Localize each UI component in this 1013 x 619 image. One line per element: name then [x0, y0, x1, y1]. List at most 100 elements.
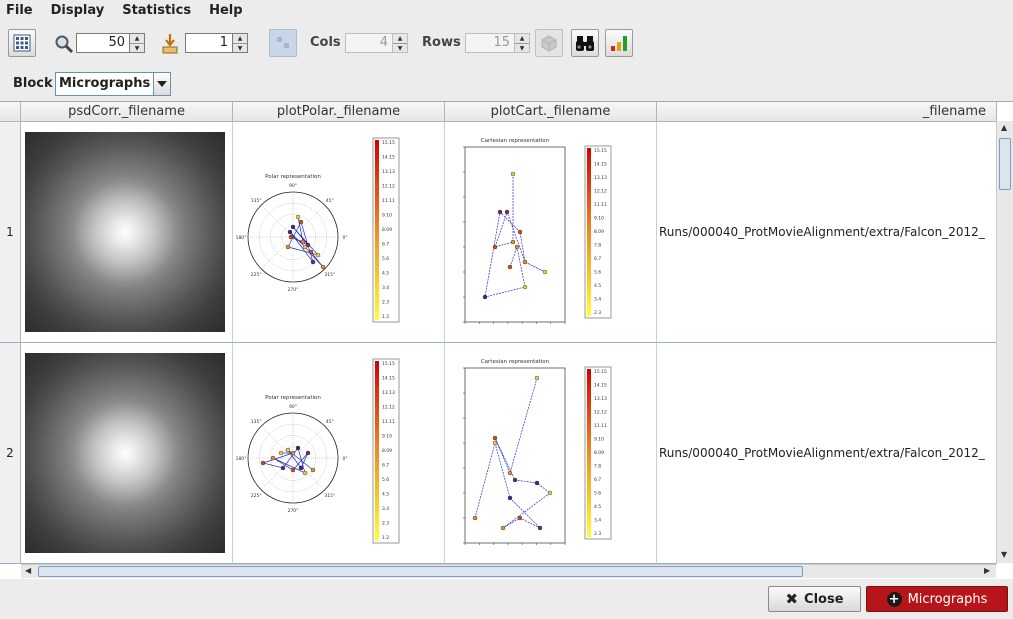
horizontal-scrollbar[interactable]: ◀ ▶ — [21, 564, 996, 578]
scroll-up-icon[interactable]: ▲ — [1001, 123, 1008, 132]
polar-angle-label: 45° — [326, 198, 334, 204]
cartesian-point — [534, 375, 540, 381]
cart-colorbar-label: 4.5 — [594, 504, 601, 510]
3d-view-button — [535, 29, 563, 57]
polar-plot-image: Polar representation 90° 45° 0° 315° 270° 225°… — [236, 137, 400, 323]
rows-spinner-arrows: ▲ ▼ — [515, 33, 530, 53]
table-cell[interactable]: Cartesian representation 15.15 14.15 13.13 1… — [445, 122, 657, 343]
menu-statistics[interactable]: Statistics — [122, 2, 192, 18]
cart-colorbar-label: 14.15 — [594, 162, 607, 168]
horizontal-scroll-thumb[interactable] — [38, 566, 803, 577]
polar-point — [270, 455, 276, 461]
cartesian-point — [507, 470, 513, 476]
goto-row-spinner-arrows[interactable]: ▲ ▼ — [233, 33, 248, 53]
table-cell[interactable]: Runs/000040_ProtMovieAlignment/extra/Fal… — [657, 122, 997, 343]
polar-grid-ring — [259, 424, 327, 492]
rows-label: Rows — [422, 35, 461, 50]
goto-row-input[interactable]: 1 — [185, 33, 233, 53]
column-header[interactable]: psdCorr._filename — [21, 102, 233, 122]
cartesian-point — [547, 490, 553, 496]
cart-colorbar-label: 8.09 — [594, 450, 604, 456]
find-button[interactable] — [571, 29, 599, 57]
scroll-right-icon[interactable]: ▶ — [984, 566, 991, 575]
plus-circle-icon: + — [886, 591, 902, 607]
polar-angle-label: 180° — [236, 456, 247, 462]
table-cell[interactable]: Polar representation 90° 45° 0° 315° 270° 225°… — [233, 122, 445, 343]
vertical-scroll-thumb[interactable] — [999, 138, 1011, 190]
polar-plot-title: Polar representation — [265, 395, 321, 401]
block-select[interactable]: Micrographs — [55, 72, 171, 96]
polar-colorbar-label: 5.6 — [382, 477, 389, 483]
statistics-button[interactable] — [605, 29, 633, 57]
cols-label: Cols — [310, 35, 341, 50]
cartesian-point — [517, 515, 523, 521]
table-cell[interactable] — [21, 343, 233, 564]
cartesian-point — [514, 244, 520, 250]
menu-display[interactable]: Display — [50, 2, 105, 18]
polar-point — [295, 214, 301, 220]
polar-angle-label: 0° — [342, 235, 347, 241]
cart-colorbar-label: 11.11 — [594, 202, 607, 208]
cart-colorbar-label: 7.8 — [594, 464, 601, 470]
vertical-scrollbar[interactable]: ▲ ▼ — [996, 121, 1013, 563]
cart-colorbar-label: 13.13 — [594, 175, 607, 181]
cartesian-point — [492, 440, 498, 446]
cartesian-point — [482, 294, 488, 300]
polar-colorbar-label: 5.6 — [382, 256, 389, 262]
micrographs-button-label: Micrographs — [907, 591, 988, 607]
create-micrographs-button[interactable]: + Micrographs — [866, 586, 1008, 612]
polar-point — [298, 465, 304, 471]
polar-point — [288, 234, 294, 240]
polar-point — [302, 470, 308, 476]
zoom-input[interactable]: 50 — [76, 33, 130, 53]
table-cell[interactable]: Runs/000040_ProtMovieAlignment/extra/Fal… — [657, 343, 997, 564]
cols-input: 4 — [345, 33, 393, 53]
zoom-spinner[interactable]: 50 ▲ ▼ — [76, 33, 145, 53]
polar-grid-spoke — [261, 457, 294, 490]
cartesian-point — [522, 284, 528, 290]
column-header[interactable]: plotCart._filename — [445, 102, 657, 122]
table-cell[interactable]: Polar representation 90° 45° 0° 315° 270° 225°… — [233, 343, 445, 564]
table-cell[interactable] — [21, 122, 233, 343]
polar-grid-spoke — [261, 426, 294, 459]
cube-icon — [541, 35, 557, 52]
column-header[interactable]: _filename — [657, 102, 997, 122]
polar-angle-label: 0° — [342, 456, 347, 462]
polar-angle-label: 90° — [289, 404, 297, 410]
cartesian-point — [510, 171, 516, 177]
polar-colorbar-label: 12.12 — [382, 184, 395, 190]
polar-point — [308, 249, 314, 255]
polar-angle-label: 90° — [289, 183, 297, 189]
gallery-view-button[interactable] — [8, 29, 36, 57]
column-header[interactable]: plotPolar._filename — [233, 102, 445, 122]
polar-colorbar — [375, 140, 379, 320]
row-number[interactable]: 1 — [0, 122, 21, 343]
polar-point — [285, 244, 291, 250]
cartesian-plot-image: Cartesian representation 15.15 14.15 13.13 1… — [463, 359, 612, 545]
chevron-down-icon[interactable] — [153, 73, 170, 95]
polar-colorbar-label: 1.2 — [382, 535, 389, 541]
menu-help[interactable]: Help — [209, 2, 243, 18]
data-table: psdCorr._filename plotPolar._filename pl… — [0, 101, 1013, 579]
table-view-button[interactable] — [269, 29, 297, 57]
scroll-left-icon[interactable]: ◀ — [25, 566, 32, 575]
cartesian-point — [492, 435, 498, 441]
menu-file[interactable]: File — [6, 2, 33, 18]
cart-colorbar-label: 9.10 — [594, 437, 604, 443]
scroll-down-icon[interactable]: ▼ — [1001, 550, 1008, 559]
polar-point — [302, 244, 308, 250]
cart-colorbar-label: 5.6 — [594, 491, 601, 497]
row-number[interactable]: 2 — [0, 343, 21, 564]
zoom-spinner-arrows[interactable]: ▲ ▼ — [130, 33, 145, 53]
cart-colorbar-label: 6.7 — [594, 477, 601, 483]
close-button[interactable]: ✖ Close — [768, 586, 861, 612]
polar-point — [305, 450, 311, 456]
goto-row-spinner[interactable]: 1 ▲ ▼ — [185, 33, 248, 53]
table-cell[interactable]: Cartesian representation 15.15 14.15 13.13 1… — [445, 343, 657, 564]
rows-spinner: 15 ▲ ▼ — [465, 33, 530, 53]
cartesian-plot-image: Cartesian representation 15.15 14.15 13.13 1… — [463, 138, 612, 324]
cartesian-point — [512, 477, 518, 483]
polar-point — [278, 450, 284, 456]
polar-grid-spoke — [292, 426, 325, 459]
polar-angle-label: 135° — [251, 198, 262, 204]
